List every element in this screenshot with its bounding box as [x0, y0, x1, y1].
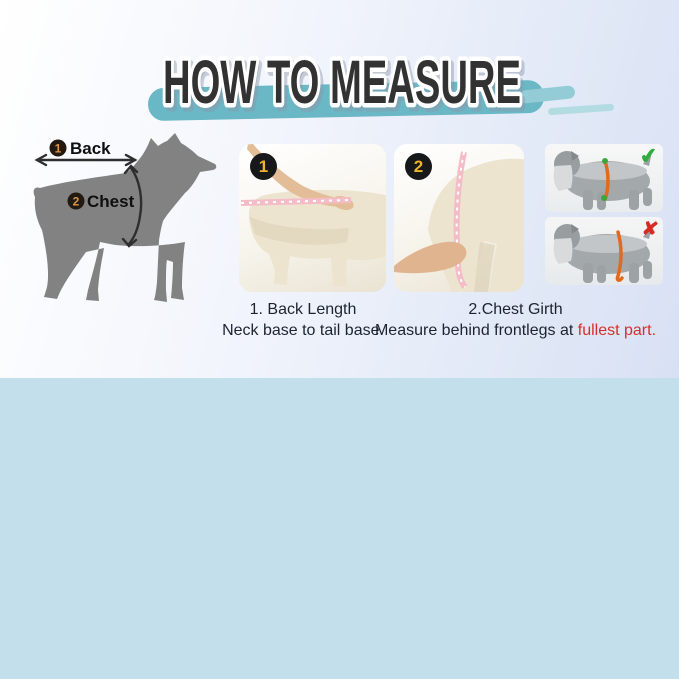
back-number: 1 [55, 142, 62, 156]
photo-chest-measure: 2 [394, 144, 524, 292]
chest-number-badge [67, 192, 85, 210]
photo-wrong-position: ✘ [545, 217, 663, 285]
caption-chest-desc: Measure behind frontlegs at fullest part… [352, 320, 679, 341]
caption-chest: 2.Chest Girth Measure behind frontlegs a… [352, 299, 679, 341]
chest-number: 2 [73, 195, 80, 209]
caption-back-desc: Neck base to tail base. [222, 322, 384, 339]
back-measure-illustration [240, 144, 386, 286]
notes-section: Notes: If back length and chest girth fa… [0, 378, 679, 679]
dog-tail [643, 225, 652, 239]
holding-hand [394, 241, 467, 274]
check-icon: ✔ [639, 144, 660, 169]
measure-diagram: 1 Back 2 Chest [33, 133, 217, 302]
caption-back-title: 1. Back Length [249, 301, 357, 318]
brush-stroke [148, 80, 614, 121]
chest-label: Chest [87, 192, 135, 211]
photo1-number-badge: 1 [250, 153, 277, 180]
dog-ear [571, 224, 579, 234]
back-number-badge [49, 139, 67, 157]
back-length-arrow [34, 153, 138, 167]
photo-back-measure: 1 [239, 144, 386, 292]
caption-back: 1. Back Length Neck base to tail base. [213, 299, 393, 341]
dog-beard [553, 165, 573, 191]
measuring-strap-wrong [615, 230, 624, 282]
page-title: HOW TO MEASURE [163, 48, 521, 116]
dog-beard [553, 238, 573, 264]
page-title-banner: HOW TO MEASURE HOW TO MEASURE [148, 44, 614, 125]
dog-wrong-illustration [553, 224, 652, 283]
top-section: HOW TO MEASURE HOW TO MEASURE 1 Back [0, 0, 679, 378]
caption-chest-desc-prefix: Measure behind frontlegs at [374, 322, 578, 339]
dog-ear [571, 151, 579, 161]
caption-chest-desc-highlight: fullest part. [577, 322, 657, 339]
measuring-strap [601, 158, 610, 201]
photo2-number-badge: 2 [405, 153, 432, 180]
dog-correct-illustration [553, 151, 652, 210]
chest-measure-illustration [394, 151, 524, 292]
dog-tail [643, 152, 652, 166]
photo-correct-position: ✔ [545, 144, 663, 212]
mannequin-leg-shade [474, 242, 495, 292]
back-label: Back [70, 139, 111, 158]
caption-chest-title: 2.Chest Girth [468, 301, 563, 318]
dog-back-fluff [567, 235, 647, 253]
tape-measure [240, 197, 352, 206]
mannequin-shading [249, 216, 349, 245]
mannequin-chest [428, 158, 524, 292]
cross-icon: ✘ [640, 217, 660, 242]
dog-silhouette [33, 133, 217, 302]
chest-girth-arc [121, 164, 143, 248]
page-title-shadow: HOW TO MEASURE [166, 52, 524, 120]
dog-legs [583, 261, 652, 283]
